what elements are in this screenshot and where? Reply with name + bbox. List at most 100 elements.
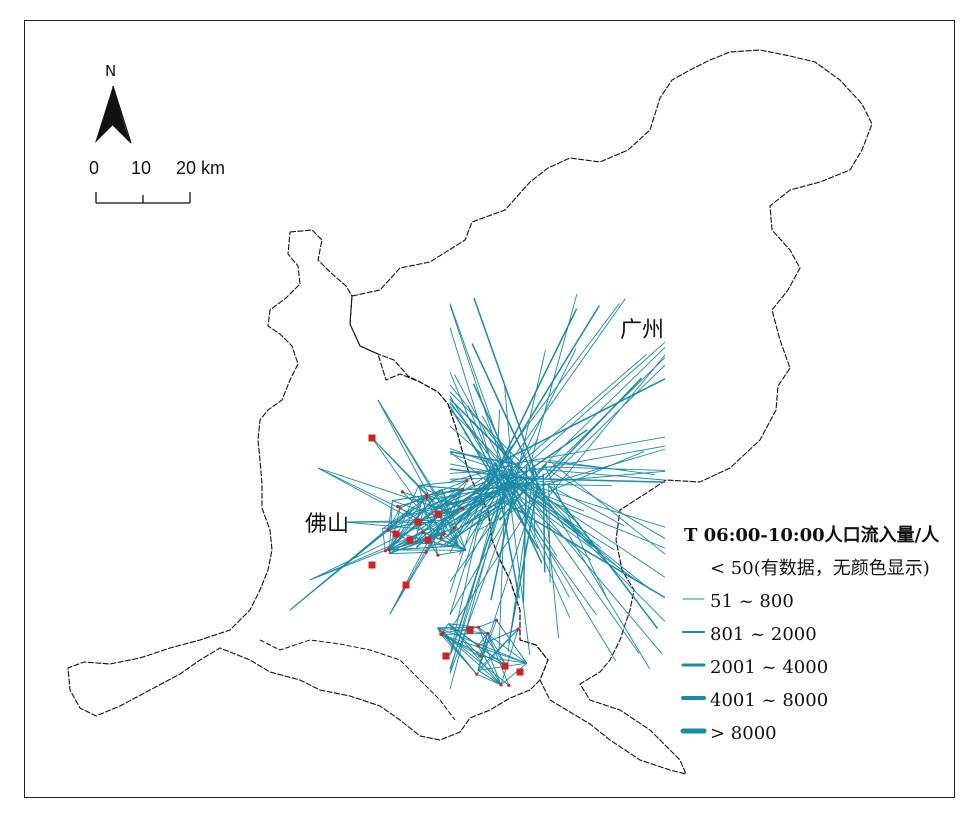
- flow-line: [498, 491, 506, 654]
- flow-line: [498, 498, 666, 599]
- point-node-icon: [460, 506, 465, 510]
- scale-tick-10: 10: [131, 158, 152, 178]
- flow-line: [497, 303, 620, 466]
- flow-line: [377, 399, 449, 514]
- flow-nodes: [368, 434, 524, 687]
- flow-line: [437, 627, 488, 634]
- flow-line: [477, 645, 502, 686]
- legend-label: 4001 ~ 8000: [710, 689, 829, 711]
- flow-line: [477, 628, 519, 671]
- flow-line: [309, 537, 419, 581]
- flow-line: [344, 521, 439, 532]
- point-node-icon: [441, 631, 445, 635]
- point-node-icon: [424, 550, 428, 554]
- flow-line: [309, 533, 418, 581]
- point-node-icon: [505, 664, 509, 669]
- flow-line: [317, 467, 450, 512]
- north-label: N: [105, 62, 117, 80]
- flow-line: [506, 473, 531, 655]
- point-node-icon: [396, 504, 400, 509]
- district-boundary: [259, 639, 456, 721]
- flow-line: [422, 489, 463, 533]
- square-node-icon: [424, 536, 432, 544]
- flow-line: [497, 438, 539, 490]
- legend-title: T 06:00-10:00人口流入量/人: [684, 525, 940, 546]
- flow-line: [544, 377, 643, 479]
- square-node-icon: [392, 530, 400, 538]
- flow-line: [548, 485, 659, 630]
- flow-line: [440, 634, 478, 675]
- flow-line: [478, 627, 502, 685]
- flow-line: [371, 437, 445, 512]
- flow-line: [547, 354, 666, 498]
- flow-line: [449, 371, 499, 490]
- legend-item-gt8000: > 8000: [710, 718, 777, 748]
- legend-swatches: [680, 598, 707, 734]
- square-node-icon: [368, 561, 376, 569]
- flow-line: [449, 450, 513, 465]
- flow-line: [389, 545, 459, 551]
- flow-line: [418, 484, 463, 490]
- point-node-icon: [442, 532, 446, 536]
- scale-tick-0: 0: [89, 158, 100, 178]
- flow-line: [389, 530, 434, 615]
- flow-line: [495, 464, 666, 481]
- flow-line: [495, 476, 520, 599]
- flow-line: [440, 498, 516, 547]
- flow-line: [498, 308, 578, 466]
- flow-line: [548, 470, 666, 539]
- point-node-icon: [478, 654, 482, 658]
- flow-line: [501, 484, 592, 561]
- flow-line: [449, 409, 501, 461]
- flow-line: [490, 305, 600, 482]
- flow-line: [428, 499, 502, 550]
- flow-line: [449, 406, 492, 475]
- legend-item-lt50: < 50(有数据，无颜色显示): [710, 552, 930, 582]
- flow-line: [524, 448, 666, 492]
- flow-line: [389, 509, 450, 615]
- point-node-icon: [439, 536, 443, 540]
- flow-line: [449, 465, 492, 593]
- point-node-icon: [507, 683, 511, 687]
- flow-line: [543, 482, 625, 527]
- flow-line: [494, 298, 626, 485]
- flow-line: [382, 497, 428, 530]
- flow-line: [512, 491, 617, 662]
- point-node-icon: [386, 528, 390, 532]
- point-node-icon: [494, 618, 499, 622]
- flow-line: [519, 485, 663, 655]
- flow-line: [478, 619, 497, 628]
- flow-line: [437, 627, 510, 686]
- point-node-icon: [476, 625, 481, 629]
- flow-line: [478, 627, 508, 667]
- flow-line: [449, 384, 516, 465]
- flow-line: [546, 357, 666, 473]
- flow-line: [477, 628, 519, 647]
- foshan-boundary: [67, 229, 549, 741]
- flow-line: [385, 480, 468, 552]
- point-node-icon: [499, 683, 503, 687]
- flow-line: [513, 349, 546, 491]
- flow-line: [445, 519, 467, 551]
- flow-line: [481, 415, 519, 482]
- flow-line: [500, 628, 519, 685]
- flow-line: [449, 461, 523, 482]
- flow-line: [542, 478, 559, 639]
- square-node-icon: [406, 536, 414, 544]
- flow-line: [496, 619, 528, 664]
- flow-line: [389, 551, 427, 555]
- point-node-icon: [415, 521, 420, 525]
- legend-label: > 8000: [710, 722, 777, 744]
- flow-line: [414, 542, 459, 547]
- scale-tick-20: 20 km: [176, 158, 226, 178]
- flow-line: [449, 463, 545, 483]
- flow-line: [449, 477, 527, 582]
- point-node-icon: [436, 553, 440, 557]
- point-node-icon: [460, 487, 465, 491]
- legend-label: < 50(有数据，无颜色显示): [710, 558, 930, 579]
- legend-label: 2001 ~ 4000: [710, 656, 829, 678]
- flow-line: [447, 470, 496, 502]
- point-node-icon: [383, 549, 387, 553]
- square-node-icon: [402, 581, 410, 589]
- flow-line: [437, 627, 502, 686]
